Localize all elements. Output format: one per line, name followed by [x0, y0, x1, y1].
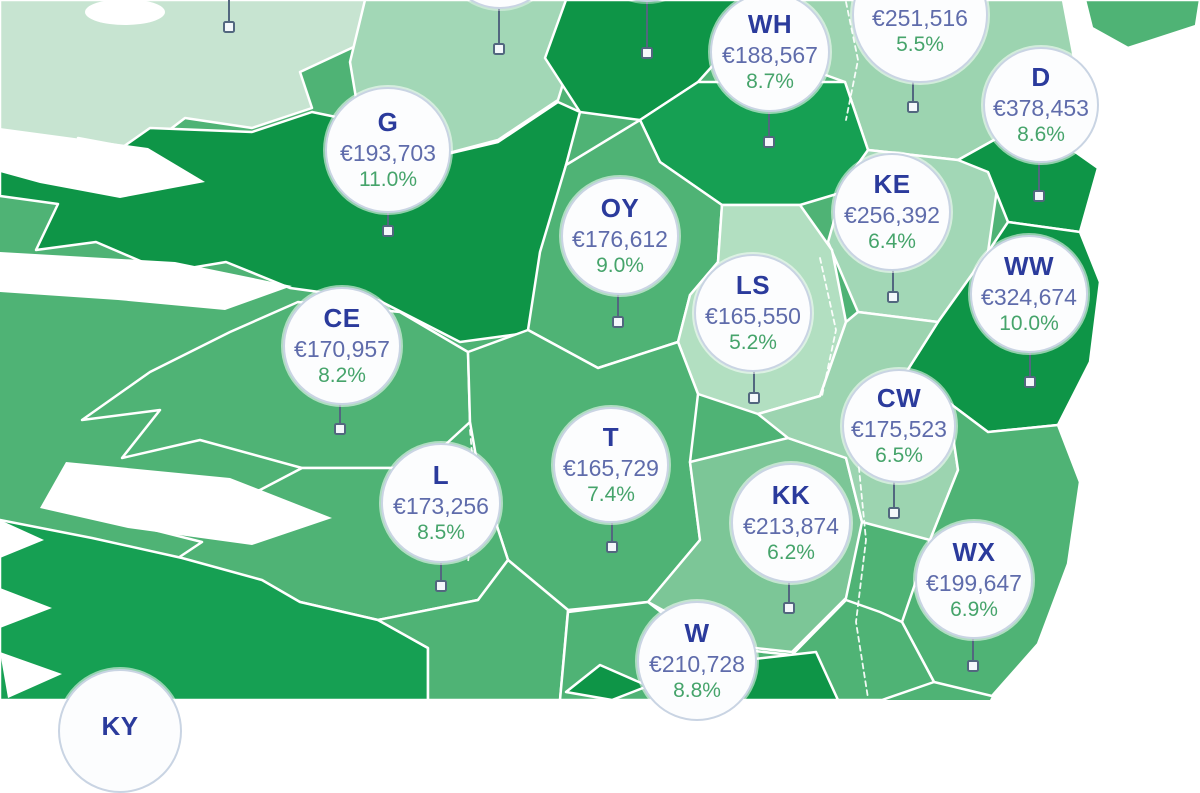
county-badge-oy[interactable]: OY €176,612 9.0% [561, 177, 679, 295]
map-pin-offscreen-1 [223, 21, 235, 33]
county-price: €176,612 [572, 225, 668, 252]
map-pin-kk [783, 602, 795, 614]
county-code: WH [747, 9, 793, 40]
county-price: €165,729 [563, 454, 659, 481]
county-badge-d[interactable]: D €378,453 8.6% [983, 47, 1099, 163]
county-badge-t[interactable]: T €165,729 7.4% [553, 407, 669, 523]
county-code: WX [952, 537, 996, 568]
county-price: €188,567 [722, 41, 818, 68]
county-code: CW [876, 383, 922, 414]
map-pin-ce [334, 423, 346, 435]
county-badge-cw[interactable]: CW €175,523 6.5% [842, 369, 956, 483]
county-price: €210,728 [649, 650, 745, 677]
county-growth-pct: 6.4% [868, 229, 916, 253]
county-badge-ls[interactable]: LS €165,550 5.2% [694, 254, 812, 372]
sea-inlet-southwest-2 [0, 588, 52, 628]
county-code: MH [899, 0, 940, 2]
county-badge-ke[interactable]: KE €256,392 6.4% [833, 153, 951, 271]
county-badge-wh[interactable]: WH €188,567 8.7% [710, 0, 830, 112]
county-growth-pct: 9.0% [596, 253, 644, 277]
county-price: €199,647 [926, 569, 1022, 596]
county-badge-ww[interactable]: WW €324,674 10.0% [970, 235, 1088, 353]
map-pin-ke [887, 291, 899, 303]
county-badge-g[interactable]: G €193,703 11.0% [325, 87, 451, 213]
county-price: €324,674 [981, 283, 1077, 310]
county-code: L [432, 460, 450, 491]
county-code: LS [735, 270, 771, 301]
county-price: €170,957 [294, 335, 390, 362]
map-pins [223, 0, 1045, 672]
county-code: KE [873, 169, 911, 200]
county-growth-pct: 8.2% [318, 363, 366, 387]
county-price: €193,703 [340, 139, 436, 166]
map-pin-mh [907, 101, 919, 113]
county-growth-pct: 8.5% [417, 520, 465, 544]
county-code: KY [101, 711, 139, 742]
sea-inlet-southwest-3 [0, 652, 62, 698]
sea-shannon-estuary [40, 462, 332, 545]
county-price: €251,516 [872, 4, 968, 31]
county-growth-pct: 5.5% [896, 32, 944, 56]
map-pin-partial-1 [493, 43, 505, 55]
map-pin-wx [967, 660, 979, 672]
county-code: D [1031, 62, 1051, 93]
county-badge-partial-2[interactable] [589, 0, 705, 2]
county-code: T [602, 422, 620, 453]
county-price: €256,392 [844, 201, 940, 228]
map-pin-ls [748, 392, 760, 404]
county-growth-pct: 6.5% [875, 443, 923, 467]
county-badge-ce[interactable]: CE €170,957 8.2% [283, 287, 401, 405]
county-growth-pct: 6.2% [767, 540, 815, 564]
county-badge-ky[interactable]: KY [58, 669, 182, 793]
sea-galway-bay [0, 252, 292, 310]
map-pin-wh [763, 136, 775, 148]
map-pin-cw [888, 507, 900, 519]
county-growth-pct: 5.2% [729, 330, 777, 354]
county-price: €175,523 [851, 415, 947, 442]
map-pin-partial-2 [641, 47, 653, 59]
county-price: €173,256 [393, 492, 489, 519]
map-pin-oy [612, 316, 624, 328]
county-code: KK [771, 480, 811, 511]
county-badge-l[interactable]: L €173,256 8.5% [381, 443, 501, 563]
sea-inlet-southwest-1 [0, 520, 44, 558]
county-growth-pct: 7.4% [587, 482, 635, 506]
map-pin-ww [1024, 376, 1036, 388]
county-badge-w[interactable]: W €210,728 8.8% [637, 601, 757, 721]
county-badge-kk[interactable]: KK €213,874 6.2% [731, 463, 851, 583]
county-region-cork [376, 558, 570, 700]
county-code: G [377, 107, 399, 138]
county-growth-pct: 6.9% [950, 597, 998, 621]
county-region-waterford-hills-west [564, 663, 650, 700]
county-growth-pct: 8.7% [746, 69, 794, 93]
county-region-kerry [0, 518, 430, 700]
sea-clew-bay [0, 128, 205, 198]
county-growth-pct: 11.0% [359, 167, 417, 191]
county-code: OY [600, 193, 640, 224]
county-growth-pct: 10.0% [999, 311, 1059, 335]
map-pin-d [1033, 190, 1045, 202]
sea-areas [0, 0, 1200, 700]
county-badge-wx[interactable]: WX €199,647 6.9% [915, 521, 1033, 639]
county-price: €213,874 [743, 512, 839, 539]
map-pin-g [382, 225, 394, 237]
map-pin-t [606, 541, 618, 553]
map-pin-l [435, 580, 447, 592]
county-region-louth [1083, 0, 1200, 50]
county-growth-pct: 8.6% [1017, 122, 1065, 146]
county-code: CE [323, 303, 361, 334]
county-growth-pct: 8.8% [673, 678, 721, 702]
county-badge-partial-1[interactable] [442, 0, 558, 9]
lake-northwest [85, 0, 165, 25]
county-code: W [684, 618, 710, 649]
county-code: WW [1003, 251, 1055, 282]
county-price: €378,453 [993, 94, 1089, 121]
sea-irish-sea [990, 0, 1200, 700]
county-price: €165,550 [705, 302, 801, 329]
